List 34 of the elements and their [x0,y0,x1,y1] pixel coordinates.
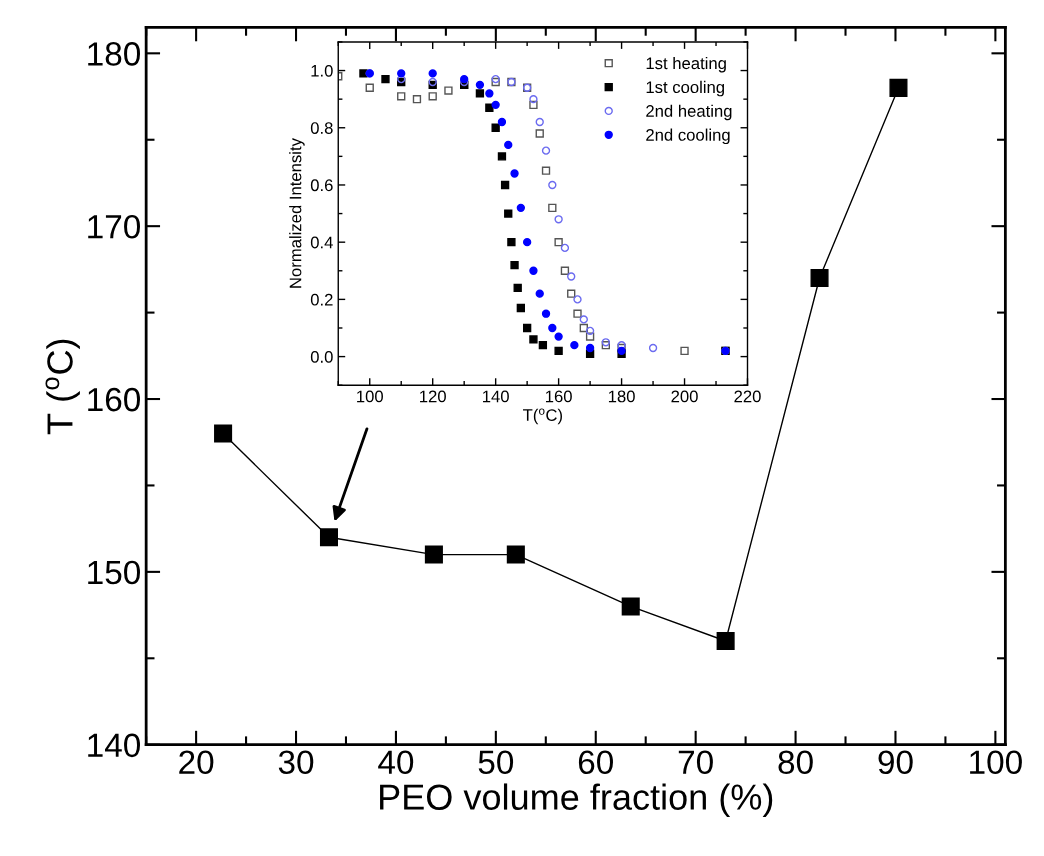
legend-label: 2nd cooling [646,128,730,145]
y-tick-label: 1.0 [311,64,333,77]
x-tick-label: 60 [578,750,613,775]
y-tick-label: 0.0 [310,351,333,363]
x-tick-label: 160 [545,390,572,403]
legend-label: 1st cooling [646,80,724,97]
x-tick-label: 80 [778,750,813,775]
x-tick-label: 20 [179,750,214,775]
x-tick-label: 120 [420,390,446,403]
y-tick-label: 150 [88,560,140,585]
x-tick-label: 140 [483,390,509,403]
x-tick-label: 40 [378,750,414,775]
y-tick-label: 0.8 [310,122,333,134]
x-tick-label: 30 [278,750,314,775]
x-tick-label: 220 [734,390,761,403]
x-tick-label: 200 [671,390,698,403]
y-tick-label: 0.4 [310,236,333,249]
x-axis-title: PEO volume fraction (%) [380,783,773,818]
x-tick-label: 70 [678,750,713,775]
y-tick-label: 170 [88,214,140,239]
x-tick-label: 100 [970,750,1022,775]
x-tick-label: 90 [878,750,913,775]
y-tick-label: 140 [88,733,140,758]
x-tick-label: 100 [357,390,383,403]
y-tick-label: 180 [88,42,140,66]
legend-label: 1st heating [646,56,726,73]
x-tick-label: 50 [478,750,514,775]
y-axis-title: Normalized Intensity [289,138,305,288]
y-axis-title: T ($^{o}$C) [45,339,80,435]
y-tick-label: 0.2 [310,293,333,306]
x-axis-title: T($^{o}$C) [523,408,562,425]
legend-label: 2nd heating [646,104,732,121]
x-tick-label: 180 [608,390,635,403]
y-tick-label: 0.6 [310,179,333,192]
